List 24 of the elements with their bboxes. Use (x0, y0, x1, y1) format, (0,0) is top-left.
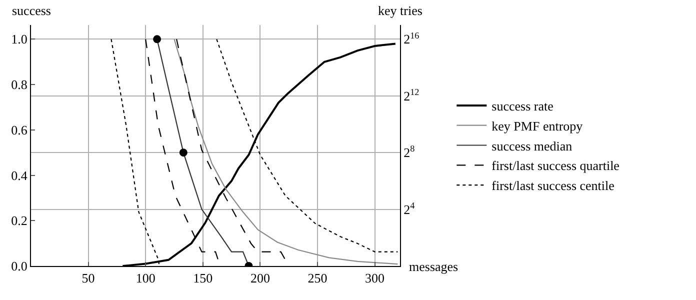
x-tick-label: 50 (82, 270, 95, 286)
x-tick-label: 100 (136, 270, 156, 286)
y-tick-label: 0.0 (11, 258, 28, 274)
y-tick-label: 0.8 (11, 77, 28, 92)
y2-tick-label: 2$^{4}$ (404, 200, 416, 217)
y-tick-label: 0.4 (11, 168, 28, 183)
x-tick-label: 300 (365, 270, 385, 286)
y2-axis-title: key tries (378, 3, 422, 18)
legend-label: success rate (492, 98, 554, 114)
y2-tick-label: 2$^{8}$ (404, 144, 416, 160)
x-tick-label: 250 (308, 270, 328, 286)
y-tick-label: 1.0 (11, 32, 28, 47)
y-tick-label: 0.2 (11, 213, 28, 228)
legend-label: success median (492, 138, 573, 154)
legend-label: first/last success quartile (492, 158, 620, 174)
y-tick-label: 0.6 (11, 122, 28, 138)
x-tick-label: 200 (250, 270, 270, 286)
legend-label: first/last success centile (492, 178, 615, 194)
y2-tick-label: 2$^{12}$ (404, 86, 420, 104)
y-axis-title: success (12, 3, 51, 18)
legend-label: key PMF entropy (492, 118, 584, 134)
x-tick-label: 150 (193, 270, 213, 286)
x-axis-title: messages (409, 259, 458, 274)
y2-tick-label: 2$^{16}$ (404, 30, 420, 47)
